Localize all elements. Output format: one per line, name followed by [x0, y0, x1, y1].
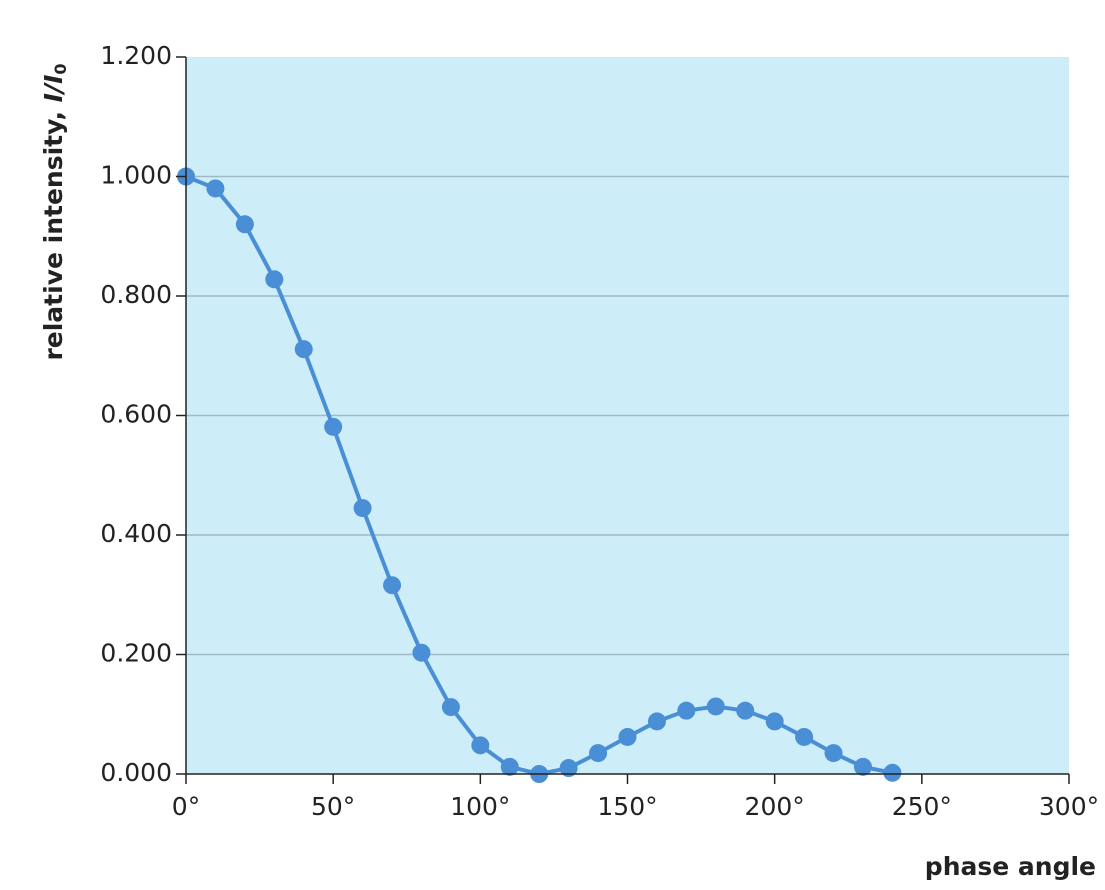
x-tick-label: 100°: [450, 792, 510, 821]
x-tick-label: 150°: [597, 792, 657, 821]
data-point: [412, 643, 431, 662]
x-tick-label: 250°: [892, 792, 952, 821]
data-point: [471, 736, 490, 755]
y-tick-label: 0.000: [100, 758, 172, 787]
x-axis-label: phase angle: [925, 852, 1096, 881]
data-point: [383, 576, 402, 595]
data-point: [853, 757, 872, 776]
data-point: [500, 757, 519, 776]
x-tick-label: 200°: [745, 792, 805, 821]
y-label-symbol: I/I: [39, 75, 68, 103]
data-point: [559, 759, 578, 778]
y-label-subscript: 0: [51, 63, 70, 74]
data-point: [618, 727, 637, 746]
y-tick-label: 1.000: [100, 161, 172, 190]
data-point: [677, 701, 696, 720]
data-point: [824, 744, 843, 763]
data-point: [883, 763, 902, 782]
x-tick-label: 50°: [311, 792, 355, 821]
data-point: [235, 215, 254, 234]
y-axis-label: relative intensity, I/I0: [39, 63, 70, 360]
y-tick-label: 0.600: [100, 400, 172, 429]
data-point: [353, 499, 372, 518]
data-point: [736, 701, 755, 720]
y-label-text: relative intensity,: [39, 102, 68, 360]
data-point: [795, 727, 814, 746]
y-tick-label: 0.400: [100, 519, 172, 548]
data-point: [206, 179, 225, 198]
data-point: [294, 340, 313, 359]
y-tick-label: 0.200: [100, 639, 172, 668]
x-tick-label: 300°: [1039, 792, 1099, 821]
y-tick-label: 1.200: [100, 41, 172, 70]
data-point: [647, 712, 666, 731]
y-tick-label: 0.800: [100, 280, 172, 309]
data-point: [589, 744, 608, 763]
data-point: [324, 417, 343, 436]
data-point: [441, 698, 460, 717]
data-point: [765, 712, 784, 731]
data-point: [265, 270, 284, 289]
data-point: [706, 697, 725, 716]
x-tick-label: 0°: [172, 792, 200, 821]
